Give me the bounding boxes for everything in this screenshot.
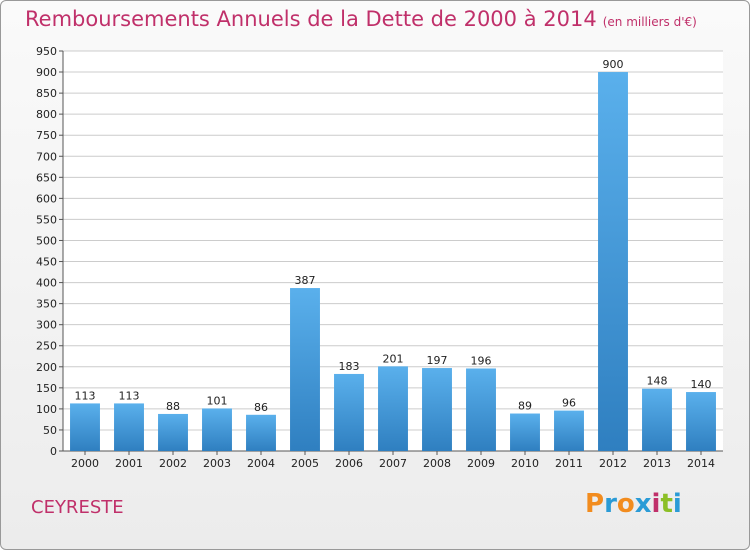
y-tick-label: 650 (36, 171, 57, 184)
data-label: 900 (603, 58, 624, 71)
bar (466, 368, 496, 451)
bar (598, 72, 628, 451)
data-label: 86 (254, 401, 268, 414)
x-tick-label: 2004 (247, 457, 275, 470)
x-tick-label: 2012 (599, 457, 627, 470)
bar (202, 408, 232, 451)
x-tick-label: 2011 (555, 457, 583, 470)
y-tick-label: 800 (36, 108, 57, 121)
y-tick-label: 0 (50, 445, 57, 458)
data-label: 96 (562, 397, 576, 410)
data-label: 88 (166, 400, 180, 413)
bar (70, 403, 100, 451)
logo-letter: i (651, 489, 661, 519)
y-tick-label: 50 (43, 424, 57, 437)
x-tick-label: 2000 (71, 457, 99, 470)
data-label: 148 (647, 375, 668, 388)
data-label: 113 (119, 389, 140, 402)
data-label: 113 (75, 389, 96, 402)
bar (686, 392, 716, 451)
bar (334, 373, 364, 451)
x-tick-label: 2007 (379, 457, 407, 470)
y-tick-label: 100 (36, 403, 57, 416)
y-tick-label: 300 (36, 319, 57, 332)
x-tick-label: 2003 (203, 457, 231, 470)
y-tick-label: 750 (36, 129, 57, 142)
data-label: 387 (295, 274, 316, 287)
bar (554, 410, 584, 451)
data-label: 197 (427, 354, 448, 367)
y-tick-label: 700 (36, 150, 57, 163)
y-tick-label: 350 (36, 298, 57, 311)
x-tick-label: 2006 (335, 457, 363, 470)
logo-letter: r (604, 489, 617, 519)
y-tick-label: 950 (36, 45, 57, 58)
logo-letter: i (672, 489, 682, 519)
chart-unit: (en milliers d'€) (602, 15, 697, 29)
logo-letter: t (660, 489, 673, 519)
y-tick-label: 900 (36, 66, 57, 79)
x-tick-label: 2008 (423, 457, 451, 470)
data-label: 101 (207, 394, 228, 407)
y-tick-label: 400 (36, 277, 57, 290)
y-tick-label: 500 (36, 234, 57, 247)
x-tick-label: 2009 (467, 457, 495, 470)
x-tick-label: 2013 (643, 457, 671, 470)
chart-title: Remboursements Annuels de la Dette de 20… (25, 7, 697, 31)
bar (422, 368, 452, 451)
y-tick-label: 600 (36, 192, 57, 205)
x-tick-label: 2014 (687, 457, 715, 470)
data-label: 196 (471, 354, 492, 367)
x-tick-label: 2010 (511, 457, 539, 470)
proxiti-logo: Proxiti (585, 489, 682, 519)
logo-letter: o (616, 489, 635, 519)
data-label: 89 (518, 400, 532, 413)
logo-letter: x (634, 489, 652, 519)
bar (158, 413, 188, 451)
logo-letter: P (585, 489, 605, 519)
bar (378, 366, 408, 451)
data-label: 201 (383, 352, 404, 365)
y-tick-label: 850 (36, 87, 57, 100)
data-label: 183 (339, 360, 360, 373)
y-tick-label: 250 (36, 340, 57, 353)
x-tick-label: 2001 (115, 457, 143, 470)
x-tick-label: 2002 (159, 457, 187, 470)
commune-name: CEYRESTE (31, 497, 124, 518)
bar (290, 288, 320, 451)
bar (114, 403, 144, 451)
bar (642, 388, 672, 451)
y-tick-label: 550 (36, 213, 57, 226)
x-tick-label: 2005 (291, 457, 319, 470)
y-tick-label: 450 (36, 256, 57, 269)
bar (510, 413, 540, 451)
y-tick-label: 200 (36, 361, 57, 374)
chart-title-text: Remboursements Annuels de la Dette de 20… (25, 7, 597, 31)
data-label: 140 (691, 378, 712, 391)
y-tick-label: 150 (36, 382, 57, 395)
bar (246, 414, 276, 451)
